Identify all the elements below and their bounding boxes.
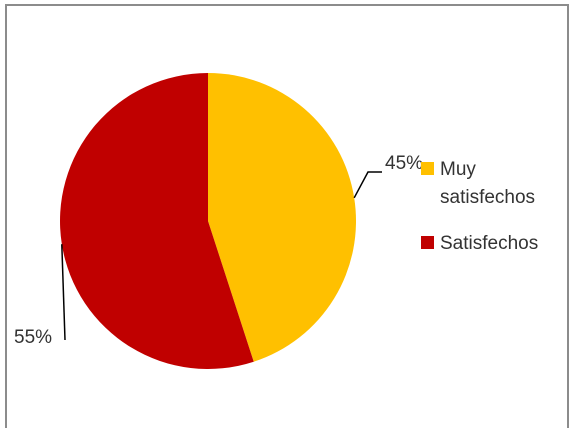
leader-line-1: [353, 171, 382, 199]
data-label-1: 45%: [385, 153, 423, 174]
pie-slices: [60, 73, 357, 369]
legend: Muy satisfechos Satisfechos: [421, 159, 538, 254]
legend-label: Satisfechos: [440, 233, 538, 254]
data-label-2: 55%: [14, 327, 52, 348]
leader-lines: [61, 171, 382, 341]
legend-swatch: [421, 162, 434, 175]
pie-slice-satisfechos: [60, 73, 254, 369]
pie-slice-muy-satisfechos: [208, 73, 357, 362]
legend-item-satisfechos: Satisfechos: [421, 233, 538, 254]
legend-item-muy-satisfechos: Muy satisfechos: [421, 159, 535, 208]
leader-line-2: [61, 244, 66, 341]
legend-label: Muy satisfechos: [440, 159, 535, 208]
data-labels: 45% 55%: [14, 153, 423, 348]
legend-swatch: [421, 236, 434, 249]
